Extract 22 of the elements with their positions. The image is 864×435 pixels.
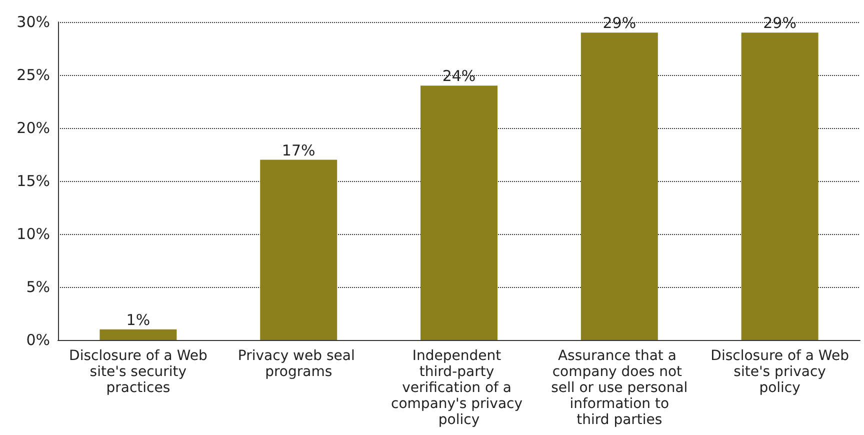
x-tick-label: Disclosure of a Web site's security practices (69, 348, 208, 396)
y-tick-label: 30% (16, 13, 50, 31)
x-tick-label: Disclosure of a Web site's privacy policy (710, 348, 850, 396)
bar (260, 160, 338, 340)
y-tick-label: 25% (16, 66, 50, 84)
x-tick-label: Independent third-party verification of a company's privacy policy (391, 348, 527, 428)
data-label: 17% (282, 141, 316, 160)
bar (741, 32, 818, 340)
data-label: 29% (763, 14, 796, 32)
data-label: 1% (126, 310, 150, 329)
bar (100, 329, 177, 340)
y-tick-label: 5% (26, 278, 50, 296)
x-tick-label: Assurance that a company does not sell or use personal information to third parties (551, 348, 688, 428)
x-tick-label: Privacy web seal programs (238, 348, 360, 380)
y-tick-label: 20% (16, 119, 50, 137)
data-label: 24% (442, 67, 476, 86)
y-tick-label: 0% (26, 331, 50, 349)
bar (580, 32, 658, 340)
data-label: 29% (602, 14, 636, 32)
y-tick-label: 15% (16, 172, 50, 190)
y-tick-label: 10% (16, 225, 50, 243)
bar (420, 86, 498, 340)
